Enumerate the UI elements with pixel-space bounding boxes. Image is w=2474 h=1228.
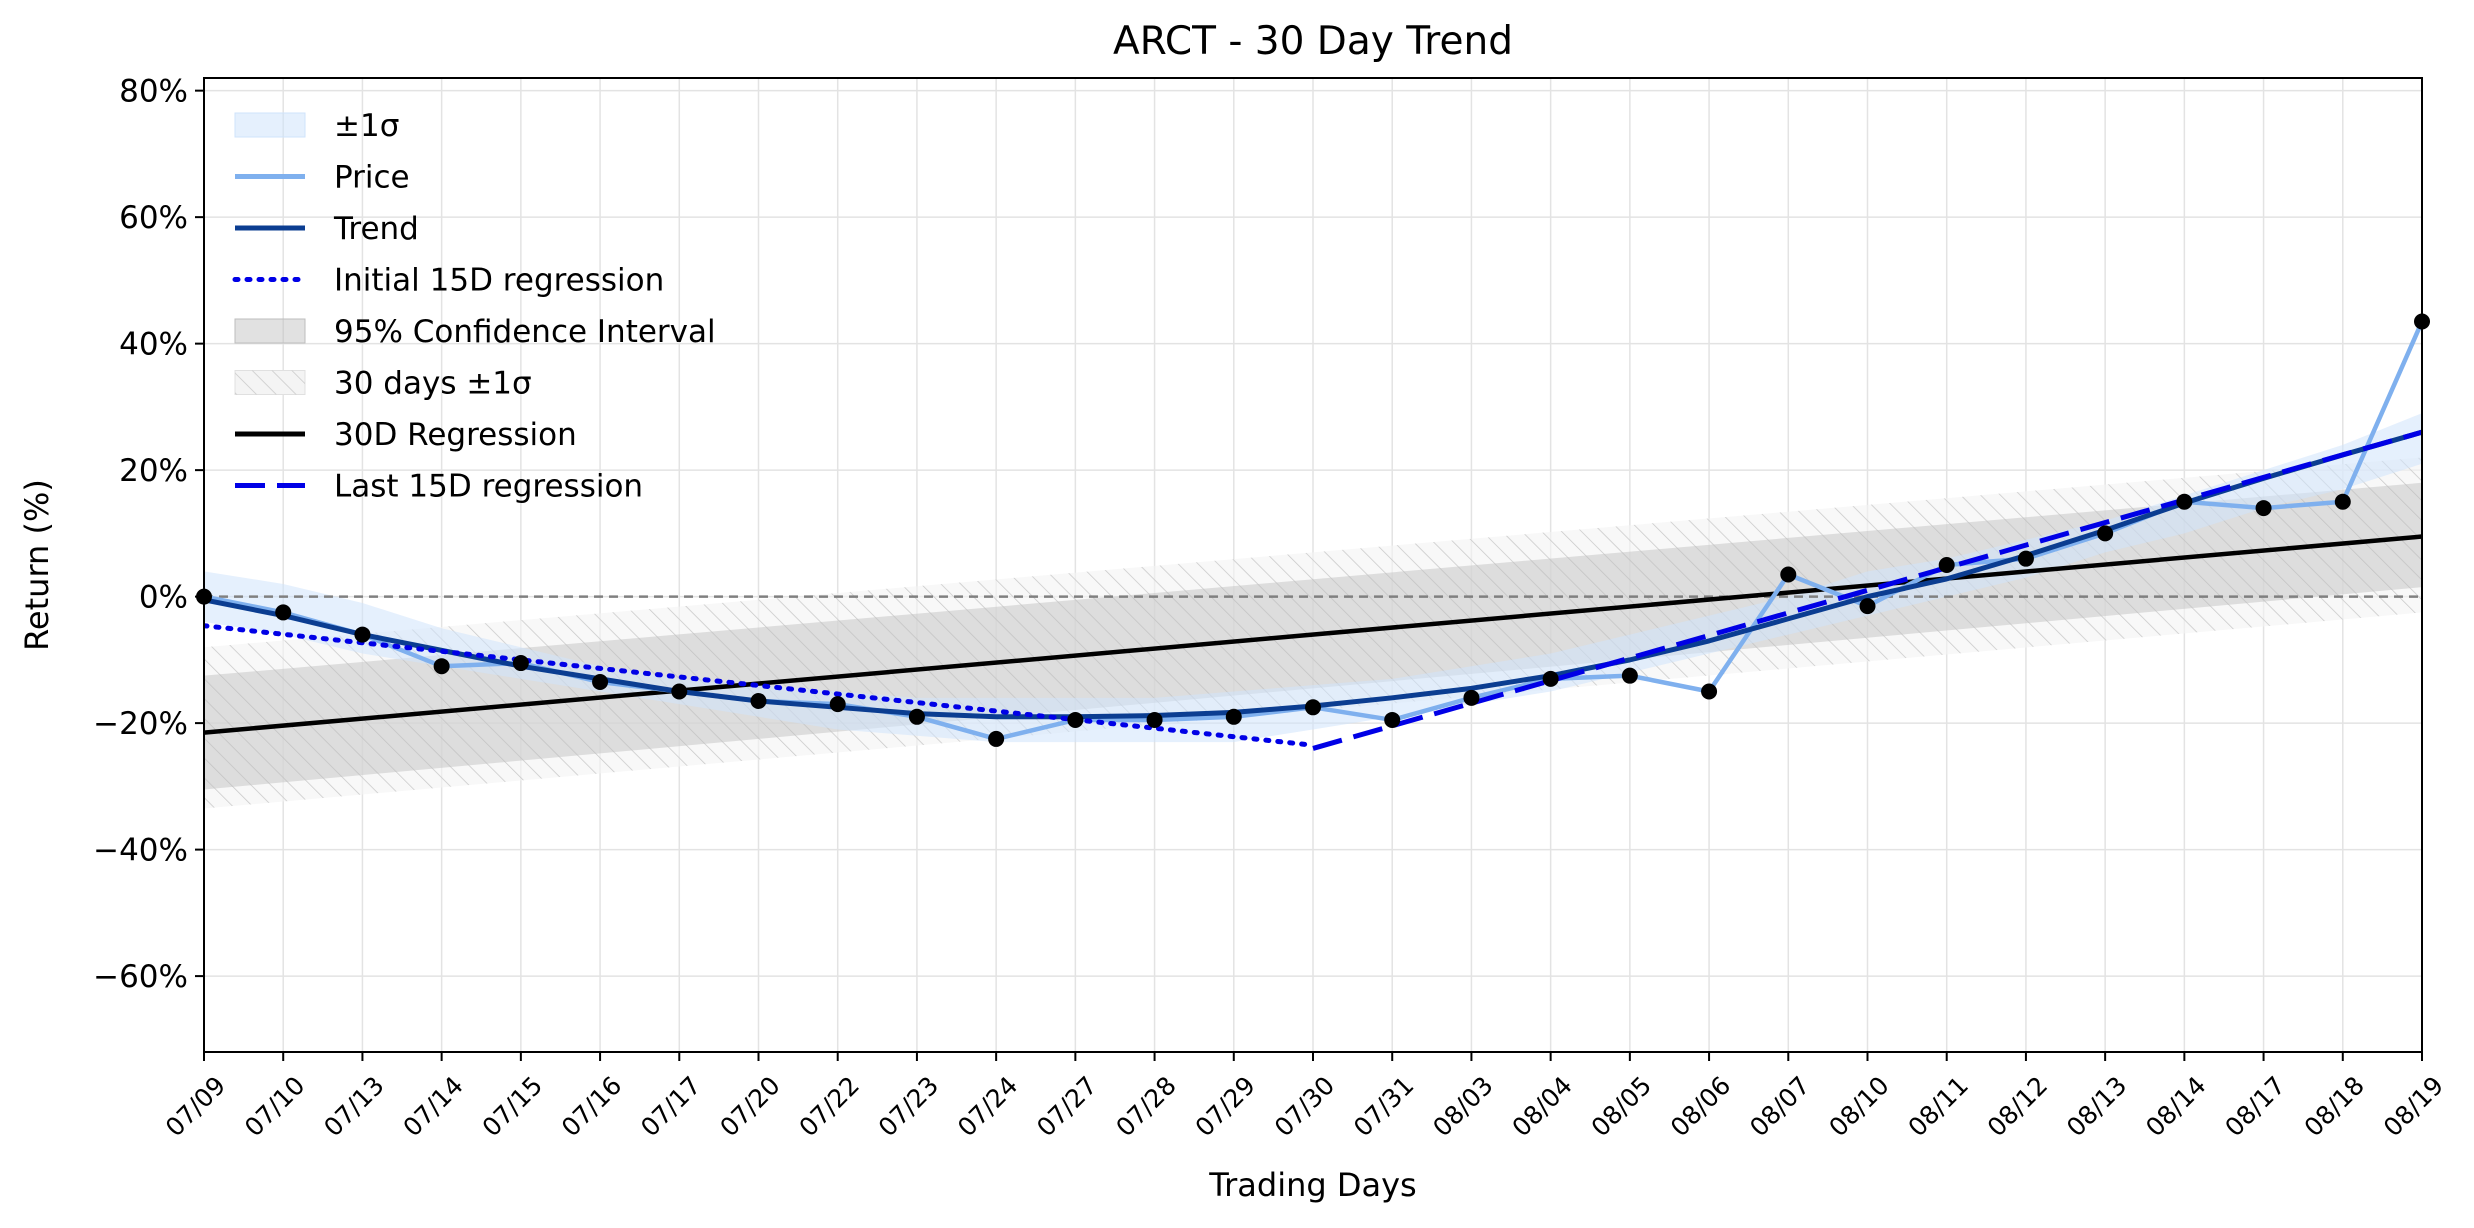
x-tick-label-3: 07/14 (397, 1071, 468, 1142)
price-marker-11 (1067, 711, 1084, 728)
x-tick-label-18: 08/05 (1586, 1071, 1657, 1142)
price-marker-9 (908, 708, 925, 725)
x-tick-label-7: 07/20 (714, 1071, 785, 1142)
y-tick-label-2: −20% (93, 706, 188, 742)
x-tick-label-12: 07/28 (1110, 1071, 1181, 1142)
legend-item-3-label: Initial 15D regression (334, 263, 664, 299)
price-marker-7 (750, 692, 767, 709)
y-tick-label-6: 60% (119, 200, 188, 236)
price-marker-20 (1780, 566, 1797, 583)
legend-item-0-label: ±1σ (334, 108, 399, 144)
price-marker-3 (433, 658, 450, 675)
x-tick-label-13: 07/29 (1190, 1071, 1261, 1142)
price-markers (196, 313, 2430, 747)
line-last-15d-regression (1312, 429, 2422, 751)
x-tick-label-5: 07/16 (556, 1071, 627, 1142)
x-tick-label-6: 07/17 (635, 1071, 706, 1142)
price-marker-10 (988, 730, 1005, 747)
x-tick-label-28: 08/19 (2378, 1071, 2449, 1142)
chart-title: ARCT - 30 Day Trend (1113, 19, 1513, 64)
price-marker-25 (2176, 493, 2193, 510)
legend-item-5-label: 30 days ±1σ (334, 366, 532, 402)
price-marker-2 (354, 626, 371, 643)
legend-item-1-label: Price (334, 160, 410, 196)
price-marker-6 (671, 683, 688, 700)
legend-item-2-label: Trend (333, 211, 419, 247)
legend-item-5-swatch (235, 370, 305, 395)
legend-item-6-label: 30D Regression (334, 417, 577, 453)
legend-item-0-swatch (234, 112, 306, 138)
legend-item-4-label: 95% Confidence Interval (334, 314, 716, 350)
price-marker-8 (829, 696, 846, 713)
y-tick-label-7: 80% (119, 74, 188, 110)
price-marker-5 (592, 674, 609, 691)
x-tick-label-14: 07/30 (1269, 1071, 1340, 1142)
x-tick-label-23: 08/12 (1982, 1071, 2053, 1142)
x-tick-label-24: 08/13 (2061, 1071, 2132, 1142)
price-marker-16 (1463, 689, 1480, 706)
x-tick-label-16: 08/03 (1427, 1071, 1498, 1142)
legend-item-4-swatch (234, 318, 306, 344)
price-marker-18 (1621, 667, 1638, 684)
legend: ±1σ Price Trend Initial 15D regression 95% C… (232, 108, 716, 505)
x-tick-label-4: 07/15 (477, 1071, 548, 1142)
y-tick-label-5: 40% (119, 327, 188, 363)
x-tick-label-20: 08/07 (1744, 1071, 1815, 1142)
x-tick-label-26: 08/17 (2219, 1071, 2290, 1142)
x-tick-label-21: 08/10 (1823, 1071, 1894, 1142)
line-30d-regression (204, 534, 2422, 735)
x-tick-label-11: 07/27 (1031, 1071, 1102, 1142)
x-tick-label-2: 07/13 (318, 1071, 389, 1142)
price-marker-4 (512, 655, 529, 672)
x-tick-label-25: 08/14 (2140, 1071, 2211, 1142)
price-marker-14 (1305, 699, 1321, 716)
x-axis: 07/09 07/10 07/13 07/14 07/15 07/16 07/17 07/20… (160, 1052, 2449, 1142)
x-tick-label-8: 07/22 (794, 1071, 865, 1142)
price-marker-1 (275, 604, 292, 621)
price-marker-26 (2255, 500, 2272, 517)
price-marker-27 (2334, 493, 2351, 510)
x-tick-label-22: 08/11 (1903, 1071, 1974, 1142)
price-marker-12 (1146, 711, 1163, 728)
y-tick-label-1: −40% (93, 833, 188, 869)
y-tick-label-4: 20% (119, 453, 188, 489)
x-tick-label-27: 08/18 (2299, 1071, 2370, 1142)
x-tick-label-0: 07/09 (160, 1071, 231, 1142)
price-marker-15 (1384, 711, 1401, 728)
price-marker-21 (1859, 598, 1876, 615)
price-marker-13 (1225, 708, 1242, 725)
price-marker-23 (2017, 550, 2034, 567)
x-tick-label-19: 08/06 (1665, 1071, 1736, 1142)
x-tick-label-10: 07/24 (952, 1071, 1023, 1142)
x-tick-label-1: 07/10 (239, 1071, 310, 1142)
price-marker-19 (1701, 683, 1718, 700)
x-tick-label-17: 08/04 (1506, 1071, 1577, 1142)
x-axis-title: Trading Days (1208, 1166, 1416, 1204)
price-marker-22 (1938, 557, 1955, 573)
y-axis: −60% −40% −20% 0% 20% 40% 60% 80% (93, 74, 204, 995)
y-tick-label-3: 0% (139, 580, 188, 616)
price-marker-17 (1542, 670, 1559, 687)
x-tick-label-15: 07/31 (1348, 1071, 1419, 1142)
legend-item-7-label: Last 15D regression (334, 469, 643, 505)
y-axis-title: Return (%) (18, 479, 56, 651)
x-tick-label-9: 07/23 (873, 1071, 944, 1142)
y-tick-label-0: −60% (93, 959, 188, 995)
price-marker-24 (2097, 525, 2114, 542)
